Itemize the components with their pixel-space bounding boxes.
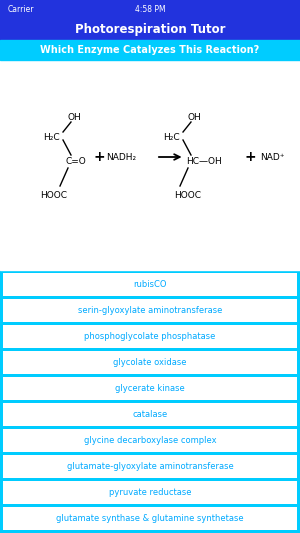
Text: Which Enzyme Catalyzes This Reaction?: Which Enzyme Catalyzes This Reaction? xyxy=(40,45,260,55)
Bar xyxy=(0,60,300,270)
Bar xyxy=(0,40,300,60)
Text: glutamate-glyoxylate aminotransferase: glutamate-glyoxylate aminotransferase xyxy=(67,462,233,471)
Text: serin-glyoxylate aminotransferase: serin-glyoxylate aminotransferase xyxy=(78,306,222,315)
Text: H₂C: H₂C xyxy=(43,133,60,142)
FancyBboxPatch shape xyxy=(3,429,297,452)
Text: NADH₂: NADH₂ xyxy=(106,152,136,161)
Bar xyxy=(0,18,300,40)
FancyBboxPatch shape xyxy=(3,273,297,296)
Text: glycolate oxidase: glycolate oxidase xyxy=(113,358,187,367)
Text: glutamate synthase & glutamine synthetase: glutamate synthase & glutamine synthetas… xyxy=(56,514,244,523)
Text: NAD⁺: NAD⁺ xyxy=(260,152,285,161)
FancyBboxPatch shape xyxy=(3,299,297,322)
Text: rubisCO: rubisCO xyxy=(133,280,167,289)
FancyBboxPatch shape xyxy=(3,481,297,504)
Bar xyxy=(0,0,300,18)
Text: HOOC: HOOC xyxy=(174,191,201,200)
Text: HOOC: HOOC xyxy=(40,191,67,200)
Text: OH: OH xyxy=(68,114,82,123)
Text: phosphoglycolate phosphatase: phosphoglycolate phosphatase xyxy=(84,332,216,341)
Text: +: + xyxy=(93,150,105,164)
FancyBboxPatch shape xyxy=(3,455,297,478)
FancyBboxPatch shape xyxy=(3,351,297,374)
FancyBboxPatch shape xyxy=(3,403,297,426)
Text: catalase: catalase xyxy=(132,410,168,419)
Text: Carrier: Carrier xyxy=(8,4,34,13)
Text: C=O: C=O xyxy=(66,157,87,166)
Text: +: + xyxy=(245,150,256,164)
Text: HC—OH: HC—OH xyxy=(186,157,222,166)
Text: glycerate kinase: glycerate kinase xyxy=(115,384,185,393)
Text: 4:58 PM: 4:58 PM xyxy=(135,4,165,13)
Text: glycine decarboxylase complex: glycine decarboxylase complex xyxy=(84,436,216,445)
Text: Photorespiration Tutor: Photorespiration Tutor xyxy=(75,22,225,36)
FancyBboxPatch shape xyxy=(3,377,297,400)
FancyBboxPatch shape xyxy=(3,325,297,348)
Text: pyruvate reductase: pyruvate reductase xyxy=(109,488,191,497)
Text: H₂C: H₂C xyxy=(163,133,180,142)
Text: OH: OH xyxy=(188,114,202,123)
FancyBboxPatch shape xyxy=(3,507,297,530)
